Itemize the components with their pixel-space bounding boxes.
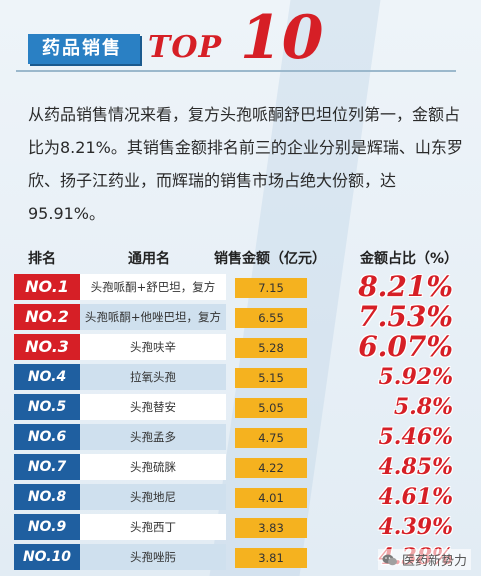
watermark-text: 医药新势力	[401, 554, 467, 569]
table-row: NO.9 头孢西丁 3.83 4.39%	[0, 512, 481, 542]
table-row: NO.5 头孢替安 5.05 5.8%	[0, 392, 481, 422]
drug-name: 头孢哌酮+他唑巴坦，复方	[80, 304, 226, 330]
sales-amount: 5.15	[235, 368, 307, 388]
table-row: NO.8 头孢地尼 4.01 4.61%	[0, 482, 481, 512]
rank-badge: NO.4	[14, 364, 80, 390]
share-percent: 5.8%	[393, 394, 453, 420]
sales-amount: 5.28	[235, 338, 307, 358]
drug-name: 头孢西丁	[80, 514, 226, 540]
drug-name: 头孢呋辛	[80, 334, 226, 360]
rank-badge: NO.3	[14, 334, 80, 360]
rank-badge: NO.9	[14, 514, 80, 540]
rank-badge: NO.7	[14, 454, 80, 480]
rank-badge: NO.1	[14, 274, 80, 300]
sales-amount: 3.83	[235, 518, 307, 538]
table-row: NO.3 头孢呋辛 5.28 6.07%	[0, 330, 481, 363]
share-percent: 7.53%	[358, 300, 453, 333]
rank-badge: NO.5	[14, 394, 80, 420]
sales-amount: 4.01	[235, 488, 307, 508]
table-row: NO.4 拉氧头孢 5.15 5.92%	[0, 362, 481, 392]
rank-badge: NO.6	[14, 424, 80, 450]
drug-name: 头孢替安	[80, 394, 226, 420]
table-row: NO.1 头孢哌酮+舒巴坦，复方 7.15 8.21%	[0, 270, 481, 303]
share-percent: 5.46%	[378, 424, 454, 450]
rank-badge: NO.2	[14, 304, 80, 330]
share-percent: 8.21%	[358, 270, 453, 303]
rank-badge: NO.10	[14, 544, 80, 570]
watermark: 医药新势力	[377, 549, 471, 570]
drug-name: 头孢地尼	[80, 484, 226, 510]
drug-name: 拉氧头孢	[80, 364, 226, 390]
rank-badge: NO.8	[14, 484, 80, 510]
title-tag: 药品销售	[28, 34, 140, 64]
title-top-text: TOP	[148, 30, 223, 65]
table-row: NO.2 头孢哌酮+他唑巴坦，复方 6.55 7.53%	[0, 300, 481, 333]
table-header: 排名 通用名 销售金额（亿元） 金额占比（%）	[0, 244, 481, 270]
share-percent: 6.07%	[358, 330, 453, 363]
intro-paragraph: 从药品销售情况来看，复方头孢哌酮舒巴坦位列第一，金额占比为8.21%。其销售金额…	[28, 105, 463, 223]
drug-name: 头孢唑肟	[80, 544, 226, 570]
drug-name: 头孢硫脒	[80, 454, 226, 480]
share-percent: 5.92%	[378, 364, 454, 390]
title-number: 10	[240, 3, 324, 73]
share-percent: 4.85%	[378, 454, 454, 480]
header-name: 通用名	[128, 251, 170, 267]
wechat-icon	[382, 554, 397, 565]
header-share: 金额占比（%）	[360, 251, 459, 267]
sales-amount: 6.55	[235, 308, 307, 328]
drug-name: 头孢孟多	[80, 424, 226, 450]
sales-amount: 5.05	[235, 398, 307, 418]
sales-amount: 3.81	[235, 548, 307, 568]
sales-amount: 7.15	[235, 278, 307, 298]
share-percent: 4.39%	[378, 514, 454, 540]
drug-name: 头孢哌酮+舒巴坦，复方	[80, 274, 226, 300]
header-rank: 排名	[28, 251, 56, 267]
table-row: NO.6 头孢孟多 4.75 5.46%	[0, 422, 481, 452]
sales-amount: 4.22	[235, 458, 307, 478]
title-bar: 药品销售 TOP 10	[0, 8, 481, 78]
title-underline	[16, 70, 456, 72]
sales-amount: 4.75	[235, 428, 307, 448]
header-amount: 销售金额（亿元）	[214, 251, 326, 267]
table-row: NO.7 头孢硫脒 4.22 4.85%	[0, 452, 481, 482]
share-percent: 4.61%	[378, 484, 454, 510]
